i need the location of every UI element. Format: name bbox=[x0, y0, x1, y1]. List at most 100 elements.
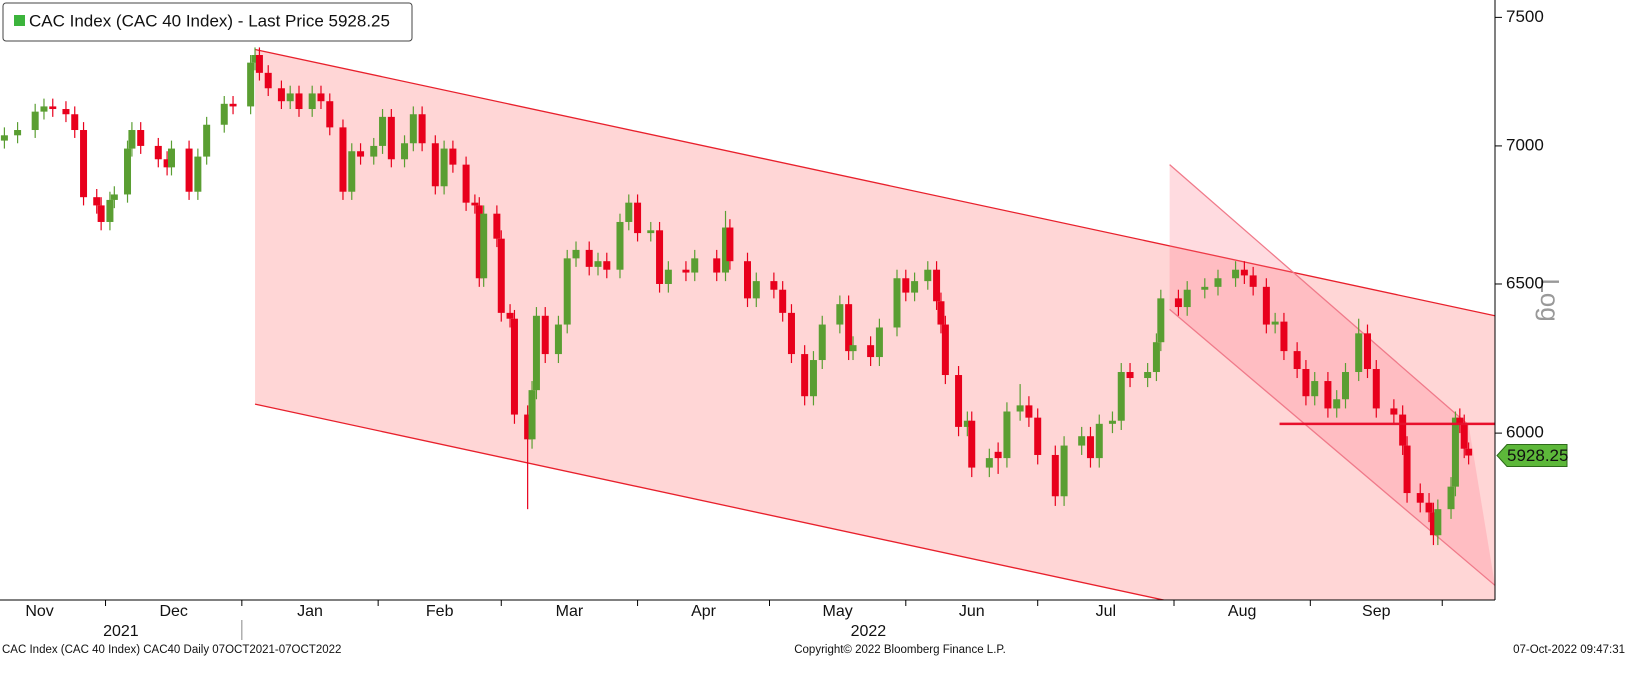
candle-body bbox=[203, 124, 211, 157]
candle-body bbox=[603, 261, 611, 270]
candle-body bbox=[1152, 342, 1160, 373]
channel-line bbox=[254, 48, 1495, 317]
candle-body bbox=[968, 420, 976, 468]
candle-body bbox=[251, 55, 259, 63]
candle-body bbox=[933, 269, 941, 302]
candle-body bbox=[893, 278, 901, 328]
candle-body bbox=[616, 221, 624, 270]
candle-body bbox=[818, 324, 826, 361]
candle-body bbox=[510, 318, 518, 415]
candle-body bbox=[1174, 298, 1182, 308]
candle-body bbox=[124, 148, 132, 195]
candle-body bbox=[585, 249, 593, 267]
candle-body bbox=[277, 88, 285, 102]
candle-body bbox=[1355, 333, 1363, 373]
candle-body bbox=[682, 269, 690, 273]
candle-body bbox=[1016, 405, 1024, 412]
candle-body bbox=[163, 159, 171, 168]
channel-line bbox=[1169, 308, 1495, 586]
candle-body bbox=[348, 151, 356, 192]
legend-swatch bbox=[14, 15, 25, 26]
x-tick-label: Jun bbox=[959, 603, 985, 620]
candle-body bbox=[40, 106, 48, 112]
candle-body bbox=[1324, 381, 1332, 409]
candle-body bbox=[875, 327, 883, 358]
candle-body bbox=[1429, 512, 1437, 536]
candle-body bbox=[1456, 417, 1464, 424]
y-tick-label: 6500 bbox=[1506, 273, 1544, 292]
candle-body bbox=[497, 238, 505, 313]
candle-body bbox=[664, 269, 672, 284]
candle-body bbox=[1214, 278, 1222, 287]
candle-body bbox=[1034, 417, 1042, 455]
candle-body bbox=[326, 101, 334, 128]
candle-body bbox=[1108, 420, 1116, 424]
x-group-label: 2021 bbox=[103, 623, 139, 640]
candle-body bbox=[1293, 351, 1301, 370]
candle-body bbox=[1095, 423, 1103, 459]
candle-body bbox=[1025, 405, 1033, 418]
candle-body bbox=[1086, 436, 1094, 459]
candle-body bbox=[845, 304, 853, 352]
candle-body bbox=[1201, 286, 1209, 290]
candle-body bbox=[1144, 372, 1152, 379]
candle-body bbox=[1403, 445, 1411, 494]
candle-body bbox=[379, 116, 387, 146]
candle-body bbox=[462, 164, 470, 203]
candle-body bbox=[1311, 381, 1319, 397]
candle-body bbox=[440, 148, 448, 187]
candle-body bbox=[480, 213, 488, 279]
candle-body bbox=[955, 375, 963, 427]
candle-body bbox=[787, 312, 795, 355]
chart-title: CAC Index (CAC 40 Index) - Last Price 59… bbox=[29, 11, 390, 30]
candle-body bbox=[1447, 486, 1455, 510]
footer-right: 07-Oct-2022 09:47:31 bbox=[1513, 644, 1625, 656]
candle-body bbox=[506, 312, 514, 319]
last-price-label: 5928.25 bbox=[1507, 446, 1568, 465]
candle-body bbox=[572, 249, 580, 259]
candle-body bbox=[128, 130, 136, 149]
candle-body bbox=[924, 269, 932, 282]
x-tick-label: Nov bbox=[25, 603, 53, 620]
candle-body bbox=[1051, 454, 1059, 497]
candle-body bbox=[554, 324, 562, 355]
candle-body bbox=[1465, 448, 1473, 456]
candle-body bbox=[937, 301, 945, 325]
candle-body bbox=[220, 103, 228, 125]
candle-body bbox=[247, 62, 255, 107]
x-tick-label: Apr bbox=[691, 603, 717, 620]
candle-body bbox=[0, 135, 8, 141]
x-tick-label: May bbox=[823, 603, 853, 620]
candle-body bbox=[475, 205, 483, 279]
candle-body bbox=[1117, 372, 1125, 421]
channel-fill bbox=[1169, 164, 1495, 586]
candle-body bbox=[167, 148, 175, 168]
x-tick-label: Aug bbox=[1228, 603, 1256, 620]
y-tick-label: 7000 bbox=[1506, 135, 1544, 154]
x-tick-label: Sep bbox=[1362, 603, 1391, 620]
channel-line bbox=[254, 403, 1167, 600]
candle-body bbox=[317, 93, 325, 102]
candle-body bbox=[1416, 493, 1424, 503]
candle-body bbox=[902, 278, 910, 293]
candle-body bbox=[339, 127, 347, 192]
candle-body bbox=[1060, 445, 1068, 497]
candle-body bbox=[1157, 298, 1165, 343]
y-tick-label: 6000 bbox=[1506, 423, 1544, 442]
plot-area bbox=[0, 47, 1495, 600]
candle-body bbox=[963, 420, 971, 427]
candle-body bbox=[1372, 369, 1380, 409]
candle-body bbox=[97, 205, 105, 222]
x-tick-label: Mar bbox=[556, 603, 584, 620]
candle-body bbox=[911, 281, 919, 293]
candle-body bbox=[1240, 269, 1248, 276]
candle-body bbox=[1232, 269, 1240, 279]
candle-body bbox=[532, 315, 540, 391]
candle-body bbox=[528, 390, 536, 440]
candle-body bbox=[1003, 411, 1011, 459]
candle-body bbox=[229, 103, 237, 107]
candle-body bbox=[409, 114, 417, 144]
candle-body bbox=[62, 109, 70, 115]
candle-body bbox=[80, 130, 88, 198]
